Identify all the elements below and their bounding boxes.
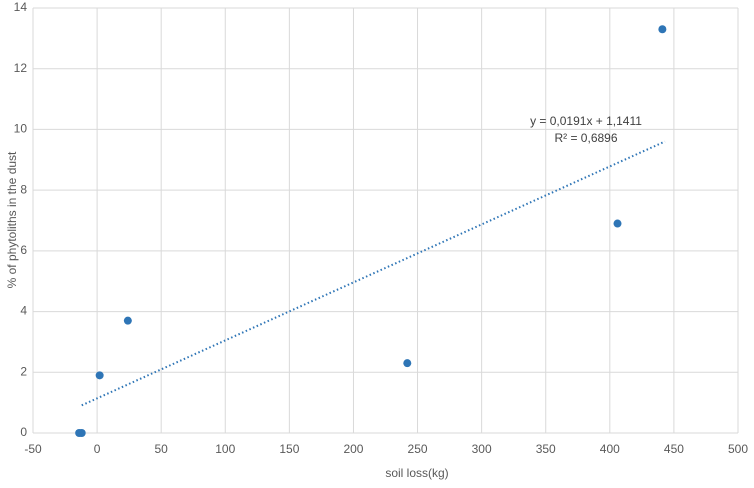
x-tick-label: 50 (155, 442, 169, 456)
trendline-r2: R² = 0,6896 (554, 131, 617, 145)
x-tick-label: 100 (215, 442, 235, 456)
y-tick-label: 4 (20, 304, 27, 318)
point (613, 219, 622, 228)
trendline (81, 140, 666, 407)
x-axis-title: soil loss(kg) (385, 466, 448, 480)
x-tick-label: 0 (94, 442, 101, 456)
point (77, 429, 86, 437)
x-tick-label: 400 (600, 442, 620, 456)
x-tick-label: 500 (728, 442, 748, 456)
x-tick-label: 200 (343, 442, 363, 456)
x-tick-label: 300 (472, 442, 492, 456)
trendline-equation: y = 0,0191x + 1,1411 (530, 114, 642, 128)
x-tick-label: 350 (536, 442, 556, 456)
x-tick-label: 150 (279, 442, 299, 456)
point (658, 25, 667, 34)
point (403, 359, 412, 368)
y-tick-label: 14 (14, 0, 28, 14)
y-tick-label: 2 (20, 364, 27, 378)
y-tick-label: 10 (14, 122, 28, 136)
y-axis-title: % of phytoliths in the dust (5, 151, 19, 288)
x-tick-label: -50 (24, 442, 42, 456)
y-tick-label: 0 (20, 425, 27, 439)
x-tick-label: 250 (408, 442, 428, 456)
y-tick-label: 8 (20, 182, 27, 196)
point (123, 316, 132, 325)
point (95, 371, 104, 380)
y-tick-label: 12 (14, 61, 28, 75)
y-tick-label: 6 (20, 243, 27, 257)
x-tick-label: 450 (664, 442, 684, 456)
